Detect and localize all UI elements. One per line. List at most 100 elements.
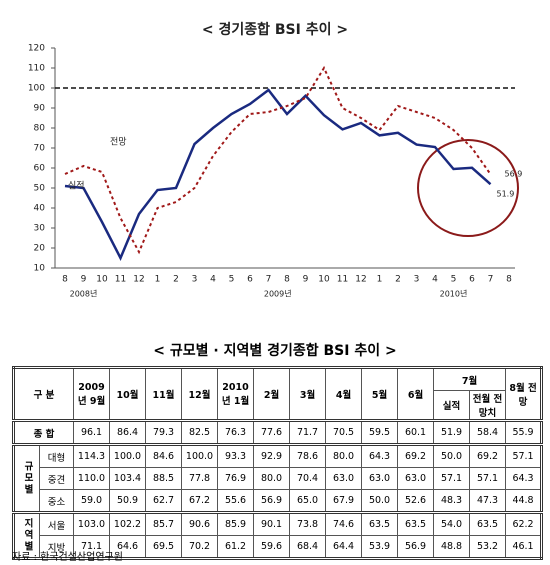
cell: 77.8 xyxy=(181,467,219,490)
row-label: 중견 xyxy=(38,467,75,490)
y-tick-label: 60 xyxy=(34,164,46,174)
cell: 62.2 xyxy=(505,511,543,536)
y-tick-label: 120 xyxy=(28,44,45,54)
x-tick-label: 10 xyxy=(96,275,108,285)
row-label: 중소 xyxy=(38,489,75,513)
cell: 84.6 xyxy=(145,443,183,468)
cell: 70.4 xyxy=(289,467,327,490)
group-label: 규모별 xyxy=(13,443,40,513)
row-label: 대형 xyxy=(38,443,75,468)
x-tick-label: 1 xyxy=(155,275,161,285)
data-row: 규모별 대형 114.3 100.0 84.6 100.0 93.3 92.9 78.6 80.0… xyxy=(13,443,543,513)
header-cell: 11월 xyxy=(145,367,183,421)
series-line xyxy=(64,65,492,255)
x-tick-label: 2 xyxy=(395,275,401,285)
header-row: 실적 전월 전망치 xyxy=(14,390,542,421)
x-tick-label: 4 xyxy=(210,275,216,285)
cell: 63.0 xyxy=(397,467,435,490)
header-cell: 5월 xyxy=(361,367,399,421)
header-cell: 4월 xyxy=(325,367,363,421)
header-cell: 8월 전망 xyxy=(505,367,543,421)
cell: 92.9 xyxy=(253,443,291,468)
x-tick-label: 9 xyxy=(81,275,87,285)
cell: 114.3 xyxy=(73,443,111,468)
row-label: 지방 xyxy=(38,535,75,559)
series-line xyxy=(64,88,492,261)
cell: 57.1 xyxy=(433,467,471,490)
cell: 71.1 xyxy=(73,535,111,559)
y-tick-label: 50 xyxy=(34,184,46,194)
x-tick-label: 5 xyxy=(229,275,235,285)
cell: 55.6 xyxy=(217,489,255,513)
cell: 59.5 xyxy=(361,419,399,445)
cell: 62.7 xyxy=(145,489,183,513)
cell: 100.0 xyxy=(109,443,147,468)
header-cell: 구 분 xyxy=(12,367,75,421)
header-cell: 2009년 9월 xyxy=(73,367,111,421)
cell: 67.9 xyxy=(325,489,363,513)
y-tick-label: 100 xyxy=(28,84,45,94)
cell: 53.2 xyxy=(469,535,507,559)
data-row: 종 합 96.1 86.4 79.3 82.5 76.3 77.6 71.7 70.5 59.5 6… xyxy=(12,419,543,445)
cell: 63.5 xyxy=(469,511,507,536)
table: 구 분 2009년 9월 10월 11월 12월 2010년 1월 2월 3월 4월 5월 6월 7월… xyxy=(12,366,544,560)
cell: 47.3 xyxy=(469,489,507,513)
cell: 64.3 xyxy=(361,443,399,468)
cell: 64.4 xyxy=(325,535,363,559)
cell: 96.1 xyxy=(73,419,111,445)
data-row: 지방 71.1 64.6 69.5 70.2 61.2 59.6 68.4 64.4 53.9 56… xyxy=(14,535,543,559)
cell: 88.5 xyxy=(145,467,183,490)
header-row: 구 분 2009년 9월 10월 11월 12월 2010년 1월 2월 3월 4월 5월 6월 7월… xyxy=(12,367,543,421)
cell: 44.8 xyxy=(505,489,543,513)
cell: 93.3 xyxy=(217,443,255,468)
y-tick-label: 40 xyxy=(34,204,46,214)
cell: 63.0 xyxy=(361,467,399,490)
cell: 86.4 xyxy=(109,419,147,445)
cell: 70.2 xyxy=(181,535,219,559)
annotation: 56.9 xyxy=(505,170,523,179)
cell: 76.3 xyxy=(217,419,255,445)
header-cell: 10월 xyxy=(109,367,147,421)
cell: 85.7 xyxy=(145,511,183,536)
cell: 73.8 xyxy=(289,511,327,536)
series-label: 실적 xyxy=(68,180,85,192)
cell: 65.0 xyxy=(289,489,327,513)
cell: 51.9 xyxy=(433,419,471,445)
x-tick-label: 2 xyxy=(173,275,179,285)
row-label: 서울 xyxy=(38,511,75,536)
header-cell: 7월 xyxy=(433,367,507,391)
cell: 59.6 xyxy=(253,535,291,559)
cell: 63.0 xyxy=(325,467,363,490)
chart-title: < 경기종합 BSI 추이 > xyxy=(202,21,348,38)
series-label: 전망 xyxy=(110,137,127,148)
x-tick-label: 12 xyxy=(133,275,144,285)
cell: 79.3 xyxy=(145,419,183,445)
y-tick-label: 10 xyxy=(34,264,46,274)
x-group-label: 2009년 xyxy=(264,289,292,299)
row-label: 종 합 xyxy=(12,419,75,445)
cell: 50.9 xyxy=(109,489,147,513)
cell: 60.1 xyxy=(397,419,435,445)
cell: 90.1 xyxy=(253,511,291,536)
cell: 102.2 xyxy=(109,511,147,536)
cell: 55.9 xyxy=(505,419,543,445)
x-group-label: 2008년 xyxy=(70,289,98,299)
y-tick-label: 110 xyxy=(28,64,45,74)
x-tick-label: 11 xyxy=(115,275,126,285)
x-tick-label: 4 xyxy=(432,275,438,285)
x-tick-label: 9 xyxy=(303,275,309,285)
header-cell: 3월 xyxy=(289,367,327,421)
highlight-circle xyxy=(417,139,519,237)
cell: 50.0 xyxy=(361,489,399,513)
cell: 69.2 xyxy=(469,443,507,468)
cell: 57.1 xyxy=(505,443,543,468)
cell: 80.0 xyxy=(253,467,291,490)
cell: 77.6 xyxy=(253,419,291,445)
x-tick-label: 10 xyxy=(318,275,330,285)
cell: 64.6 xyxy=(109,535,147,559)
x-tick-label: 8 xyxy=(62,275,68,285)
cell: 52.6 xyxy=(397,489,435,513)
cell: 78.6 xyxy=(289,443,327,468)
cell: 82.5 xyxy=(181,419,219,445)
cell: 69.2 xyxy=(397,443,435,468)
